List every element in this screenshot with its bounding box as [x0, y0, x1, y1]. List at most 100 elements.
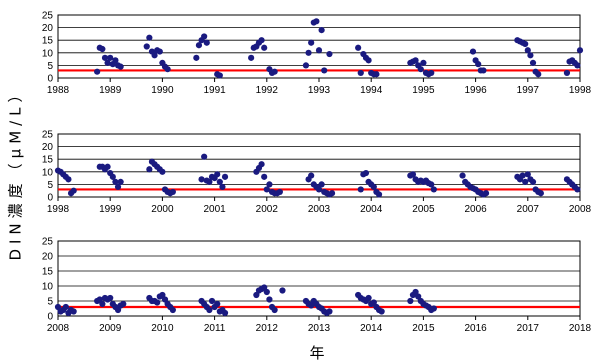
- x-tick-label: 1989: [99, 85, 122, 96]
- data-point: [362, 169, 370, 177]
- data-point: [415, 293, 422, 300]
- y-axis-label: DIN濃度（μM/L）: [6, 81, 25, 261]
- data-point: [266, 296, 273, 303]
- data-point: [114, 306, 122, 314]
- y-tick-label: 25: [42, 11, 54, 22]
- y-tick-label: 15: [42, 155, 54, 166]
- y-tick-label: 20: [42, 142, 54, 153]
- data-point: [375, 191, 383, 198]
- x-tick-label: 2010: [151, 323, 174, 334]
- data-point: [318, 181, 325, 188]
- data-point: [522, 40, 529, 48]
- data-point: [101, 54, 109, 61]
- data-point: [378, 308, 385, 315]
- data-point: [164, 66, 171, 73]
- data-point: [459, 172, 466, 179]
- x-tick-label: 2012: [256, 323, 279, 334]
- x-tick-label: 2000: [151, 204, 174, 215]
- x-tick-label: 2006: [464, 204, 487, 215]
- data-point: [107, 54, 114, 61]
- x-tick-label: 2003: [308, 204, 331, 215]
- x-tick-label: 2001: [203, 204, 226, 215]
- data-point: [195, 42, 203, 49]
- x-tick-label: 2009: [99, 323, 122, 334]
- data-point: [70, 308, 77, 315]
- data-point: [315, 186, 323, 193]
- data-point: [318, 27, 325, 34]
- data-point: [263, 288, 270, 296]
- data-point: [519, 172, 526, 179]
- x-tick-label: 1994: [360, 85, 383, 96]
- x-tick-label: 2008: [569, 204, 592, 215]
- data-point: [146, 166, 153, 173]
- data-point: [201, 33, 208, 40]
- plot-frame: [57, 14, 581, 79]
- data-point: [370, 299, 377, 306]
- x-tick-label: 1997: [517, 85, 540, 96]
- y-tick-label: 10: [42, 282, 54, 293]
- data-point: [258, 37, 265, 44]
- data-point: [221, 309, 229, 317]
- data-point: [109, 173, 116, 180]
- y-tick-label: 10: [42, 48, 54, 59]
- data-point: [321, 67, 328, 74]
- data-point: [151, 52, 158, 59]
- x-tick-label: 2013: [308, 323, 331, 334]
- data-point: [524, 47, 531, 54]
- data-point: [248, 54, 255, 61]
- y-tick-label: 5: [47, 61, 53, 72]
- data-point: [161, 296, 169, 303]
- data-point: [159, 168, 166, 175]
- data-point: [576, 47, 584, 54]
- x-tick-label: 1996: [464, 85, 487, 96]
- data-point: [62, 303, 69, 311]
- data-point: [201, 153, 208, 160]
- data-point: [203, 39, 210, 46]
- data-point: [216, 178, 223, 185]
- data-point: [216, 72, 223, 79]
- data-point: [271, 306, 278, 314]
- data-point: [315, 47, 323, 54]
- data-point: [326, 308, 333, 315]
- x-tick-label: 1992: [256, 85, 279, 96]
- data-point: [475, 61, 482, 68]
- data-point: [524, 171, 531, 178]
- data-point: [156, 48, 163, 55]
- x-tick-label: 1998: [569, 85, 592, 96]
- data-point: [261, 173, 268, 180]
- data-point: [370, 183, 377, 191]
- data-point: [146, 34, 153, 41]
- data-point: [276, 188, 283, 196]
- data-point: [94, 68, 101, 75]
- x-tick-label: 2002: [256, 204, 279, 215]
- x-tick-label: 2017: [517, 323, 540, 334]
- data-point: [143, 43, 150, 50]
- data-point: [428, 181, 435, 188]
- data-point: [279, 287, 286, 294]
- data-point: [114, 183, 122, 191]
- x-tick-label: 2008: [47, 323, 70, 334]
- data-point: [107, 294, 114, 302]
- data-point: [529, 59, 537, 66]
- data-point: [104, 59, 111, 66]
- data-point: [266, 181, 273, 188]
- data-point: [70, 187, 77, 194]
- x-tick-label: 2011: [204, 323, 226, 334]
- y-tick-label: 15: [42, 36, 54, 47]
- data-point: [258, 161, 265, 168]
- x-tick-label: 1990: [151, 85, 174, 96]
- y-tick-label: 25: [42, 130, 54, 141]
- x-tick-label: 1995: [412, 85, 435, 96]
- y-tick-label: 10: [42, 167, 54, 178]
- x-tick-label: 2018: [569, 323, 592, 334]
- data-point: [529, 178, 537, 185]
- data-point: [373, 71, 380, 78]
- data-point: [198, 176, 205, 183]
- data-point: [417, 66, 424, 73]
- data-point: [308, 172, 315, 179]
- data-point: [430, 186, 437, 193]
- data-point: [263, 186, 270, 193]
- data-point: [313, 18, 320, 25]
- data-point: [208, 297, 216, 305]
- data-point: [221, 173, 229, 180]
